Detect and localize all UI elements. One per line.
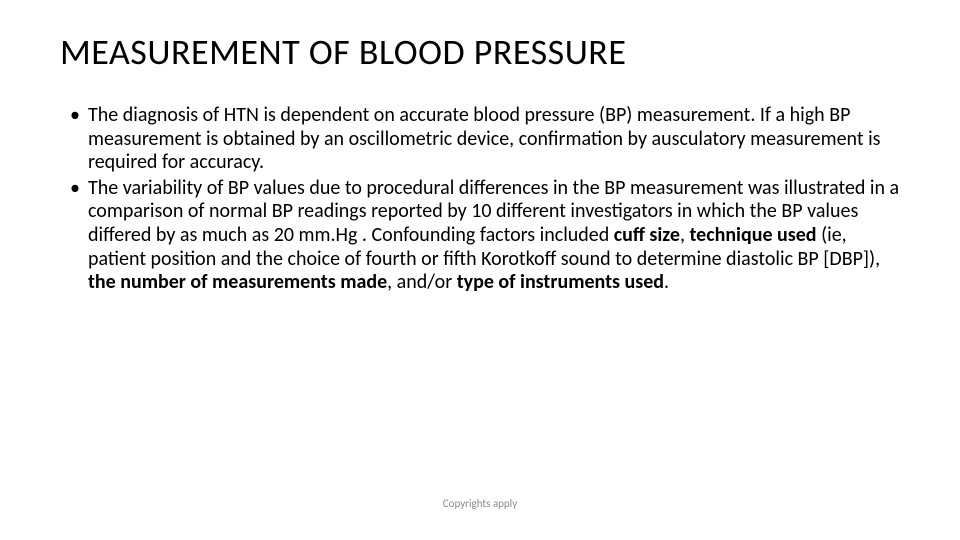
bullet-list: The diagnosis of HTN is dependent on acc… <box>70 104 900 295</box>
bullet-bold: the number of measurements made <box>88 270 387 294</box>
list-item: The variability of BP values due to proc… <box>70 177 900 295</box>
footer-text: Copyrights apply <box>0 497 960 510</box>
slide-content: The diagnosis of HTN is dependent on acc… <box>60 104 900 295</box>
bullet-bold: technique used <box>689 223 816 247</box>
slide-title: MEASUREMENT OF BLOOD PRESSURE <box>60 30 900 74</box>
list-item: The diagnosis of HTN is dependent on acc… <box>70 104 900 175</box>
bullet-text-part: , and/or <box>387 270 457 294</box>
bullet-text-part: . <box>664 270 669 294</box>
bullet-bold: type of instruments used <box>457 270 664 294</box>
slide: MEASUREMENT OF BLOOD PRESSURE The diagno… <box>0 0 960 540</box>
bullet-bold: cuff size <box>614 223 680 247</box>
bullet-text: The diagnosis of HTN is dependent on acc… <box>88 103 880 174</box>
